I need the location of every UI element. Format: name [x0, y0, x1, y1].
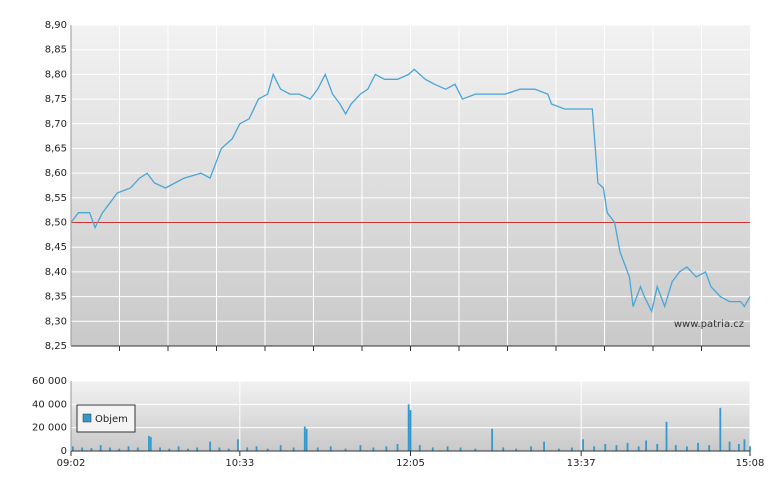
volume-bar: [530, 446, 532, 451]
y-tick-label: 8,50: [45, 218, 67, 229]
volume-bar: [344, 448, 347, 451]
volume-bar: [409, 410, 412, 451]
volume-bar: [218, 447, 221, 451]
volume-bar: [168, 448, 171, 451]
legend-label: Objem: [95, 414, 128, 425]
volume-bar: [582, 439, 584, 451]
volume-bar: [246, 447, 249, 451]
y-tick-label: 8,60: [45, 168, 67, 179]
volume-bar: [196, 447, 199, 451]
volume-bar: [329, 446, 332, 451]
volume-bar: [571, 447, 573, 451]
volume-bar: [149, 437, 152, 451]
y-tick-label: 8,80: [45, 69, 67, 80]
y-tick-label: 8,90: [45, 20, 67, 31]
volume-bar: [656, 444, 659, 451]
volume-bar: [743, 439, 746, 451]
volume-bar: [305, 428, 308, 451]
volume-bar: [474, 448, 477, 451]
volume-bar: [543, 441, 545, 451]
volume-bar: [459, 447, 462, 451]
volume-bar: [385, 446, 388, 451]
volume-bar: [446, 446, 449, 451]
volume-bar: [558, 448, 560, 451]
x-tick-label: 13:37: [567, 458, 596, 469]
volume-bar: [418, 445, 421, 451]
volume-bar: [615, 445, 618, 451]
volume-bar: [674, 445, 677, 451]
volume-bar: [697, 442, 699, 451]
volume-bar: [491, 428, 494, 451]
y-tick-label: 8,75: [45, 94, 67, 105]
volume-bar: [136, 447, 139, 451]
volume-bar: [81, 447, 84, 451]
volume-bar: [645, 440, 648, 451]
volume-bar: [90, 448, 93, 451]
volume-bar: [359, 445, 362, 451]
volume-bar: [71, 446, 74, 451]
volume-bar: [177, 446, 180, 451]
volume-bar: [515, 448, 518, 451]
x-tick-label: 10:33: [225, 458, 254, 469]
x-tick-label: 15:08: [736, 458, 765, 469]
volume-bar: [749, 446, 751, 451]
volume-bar: [431, 447, 434, 451]
volume-bar: [209, 441, 212, 451]
volume-bar: [266, 448, 269, 451]
volume-bar: [637, 446, 640, 451]
volume-bar: [407, 404, 410, 451]
y-tick-label: 0: [61, 446, 67, 457]
volume-bar: [626, 442, 629, 451]
volume-bar: [665, 421, 668, 451]
price-line: [70, 68, 751, 314]
y-tick-label: 8,30: [45, 316, 67, 327]
volume-bar: [99, 445, 102, 451]
volume-bar: [593, 446, 596, 451]
volume-bar: [604, 444, 607, 451]
volume-bar: [316, 447, 319, 451]
y-tick-label: 8,85: [45, 45, 67, 56]
y-tick-label: 40 000: [32, 399, 67, 410]
y-tick-label: 8,40: [45, 267, 67, 278]
watermark: www.patria.cz: [674, 319, 744, 330]
legend-swatch: [82, 413, 92, 423]
volume-bar: [159, 447, 161, 451]
volume-bar: [372, 447, 375, 451]
x-tick-label: 09:02: [57, 458, 86, 469]
volume-bar: [396, 444, 399, 451]
volume-bar: [237, 439, 239, 451]
volume-bar: [148, 435, 150, 451]
y-tick-label: 8,45: [45, 242, 67, 253]
y-tick-label: 8,25: [45, 341, 67, 352]
volume-bar: [255, 446, 258, 451]
x-tick-label: 12:05: [396, 458, 425, 469]
volume-bar: [109, 447, 111, 451]
volume-bar: [728, 441, 731, 451]
volume-bar: [708, 445, 711, 451]
volume-bar: [719, 407, 722, 451]
volume-bar: [227, 448, 230, 451]
y-tick-label: 8,55: [45, 193, 67, 204]
y-tick-label: 8,65: [45, 143, 67, 154]
y-tick-label: 8,35: [45, 292, 67, 303]
y-tick-label: 60 000: [32, 376, 67, 387]
volume-bar: [118, 448, 121, 451]
volume-bar: [127, 446, 130, 451]
volume-bar: [186, 448, 189, 451]
volume-bar: [279, 445, 282, 451]
volume-bar: [292, 447, 295, 451]
y-tick-label: 8,70: [45, 119, 67, 130]
volume-bar: [502, 447, 505, 451]
volume-bar: [686, 446, 688, 451]
y-tick-label: 20 000: [32, 423, 67, 434]
volume-bar: [737, 444, 740, 451]
volume-bar: [303, 426, 306, 451]
